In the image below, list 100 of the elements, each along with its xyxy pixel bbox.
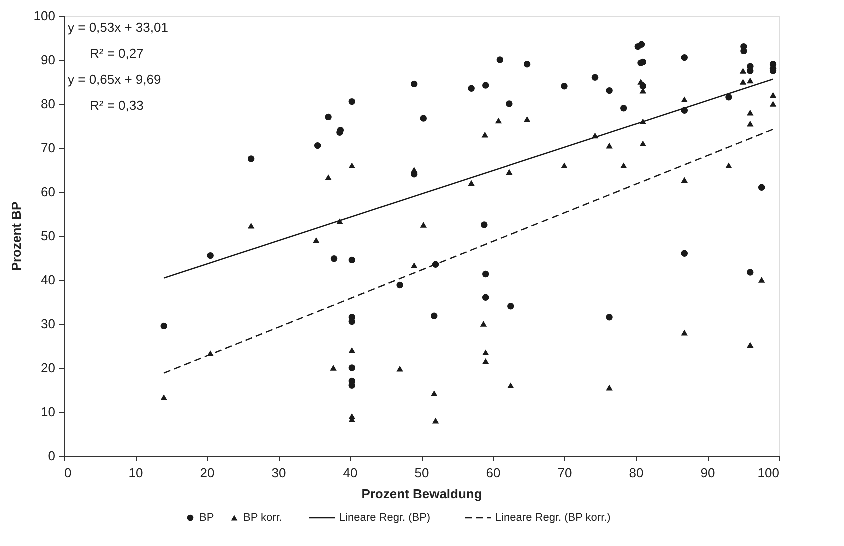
point: [480, 321, 488, 327]
annotation: y = 0,53x + 33,01: [68, 20, 168, 35]
point: [410, 262, 418, 268]
point: [681, 54, 688, 62]
point: [506, 100, 513, 108]
x-axis-title: Prozent Bewaldung: [362, 486, 482, 502]
point: [396, 282, 404, 289]
x-tick-label: 100: [758, 466, 780, 480]
point: [620, 162, 628, 169]
point: [348, 98, 356, 106]
point: [770, 101, 777, 107]
point: [620, 105, 628, 112]
y-tick-label: 60: [41, 184, 56, 200]
point: [606, 314, 613, 321]
point: [640, 140, 647, 147]
legend-label: Lineare Regr. (BP): [340, 512, 431, 524]
x-tick-label: 0: [64, 466, 72, 480]
point: [431, 390, 438, 396]
point: [740, 68, 747, 74]
legend-label: BP korr.: [244, 512, 282, 524]
point: [160, 394, 168, 400]
y-tick-label: 40: [41, 272, 56, 288]
x-tick-label: 90: [700, 466, 716, 480]
y-tick-label: 0: [48, 448, 56, 464]
point: [592, 74, 599, 81]
point: [482, 358, 490, 364]
point: [506, 169, 513, 176]
point: [348, 256, 356, 264]
y-axis-title: Prozent BP: [8, 202, 24, 272]
point: [640, 81, 647, 88]
point: [314, 142, 322, 150]
y-tick-label: 10: [41, 404, 56, 420]
point: [681, 96, 688, 103]
point: [481, 222, 488, 228]
y-tick-label: 70: [41, 140, 56, 156]
annotation: R² = 0,27: [90, 46, 144, 61]
x-tick-label: 50: [414, 466, 430, 480]
point: [248, 222, 255, 229]
x-tick-label: 80: [629, 466, 644, 480]
point: [313, 237, 320, 244]
point: [482, 82, 490, 89]
point: [747, 269, 754, 276]
point: [747, 68, 754, 74]
point: [524, 116, 531, 122]
point: [606, 142, 613, 149]
point: [482, 294, 490, 301]
point: [758, 277, 766, 283]
legend-label: Lineare Regr. (BP korr.): [496, 512, 611, 524]
x-tick-label: 60: [486, 466, 501, 480]
point: [495, 118, 502, 124]
point: [330, 256, 338, 262]
point: [747, 78, 754, 84]
x-tick-label: 30: [272, 466, 286, 480]
y-tick-label: 80: [41, 96, 56, 112]
point: [410, 167, 418, 173]
point: [606, 384, 613, 391]
point: [681, 177, 688, 184]
point: [420, 115, 427, 122]
point: [638, 41, 646, 48]
point: [420, 222, 427, 228]
annotation: y = 0,65x + 9,69: [68, 72, 162, 87]
point: [468, 85, 475, 92]
point: [330, 365, 337, 371]
point: [681, 250, 688, 257]
y-tick-label: 50: [41, 228, 56, 244]
point: [432, 418, 440, 424]
point: [248, 156, 255, 162]
annotation: R² = 0,33: [90, 98, 144, 113]
point: [561, 162, 568, 169]
point: [410, 80, 418, 88]
point: [758, 184, 766, 191]
y-tick-label: 30: [41, 316, 56, 332]
x-tick-label: 70: [558, 466, 572, 480]
point: [606, 87, 613, 94]
point: [747, 342, 754, 348]
y-tick-label: 100: [34, 8, 56, 24]
point: [160, 322, 168, 330]
point: [431, 312, 438, 320]
point: [496, 56, 504, 64]
point: [348, 347, 356, 354]
point: [740, 79, 747, 85]
point: [508, 382, 514, 389]
point: [325, 174, 332, 180]
point: [325, 114, 332, 121]
point: [468, 180, 475, 186]
point: [482, 270, 490, 278]
x-tick-label: 10: [128, 466, 144, 480]
point: [770, 92, 777, 98]
point: [726, 94, 732, 101]
point: [726, 162, 732, 169]
point: [524, 61, 531, 68]
x-tick-label: 40: [343, 466, 358, 480]
point: [508, 303, 514, 310]
point: [348, 382, 356, 389]
y-tick-label: 20: [41, 360, 56, 376]
legend-label: BP: [200, 512, 214, 524]
point: [640, 58, 647, 66]
y-tick-label: 90: [41, 52, 56, 68]
point: [561, 83, 568, 90]
point: [207, 252, 214, 260]
